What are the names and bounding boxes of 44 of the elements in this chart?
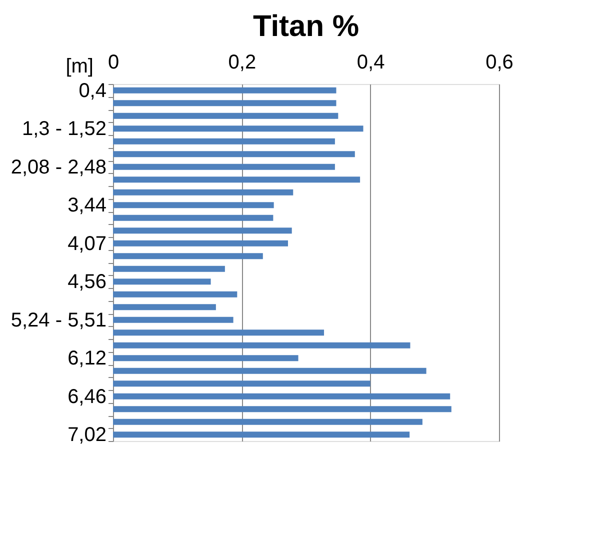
y-tick-label: 2,08 - 2,48 [10, 156, 106, 178]
bar [113, 266, 225, 272]
bar [113, 112, 338, 119]
bar [113, 304, 216, 310]
bar [113, 176, 360, 183]
y-tick-label: 3,44 [68, 194, 106, 217]
y-tick-label: 7,02 [68, 424, 106, 446]
y-tick-label: 5,24 - 5,51 [10, 309, 106, 332]
y-tick-label: 1,3 - 1,52 [22, 118, 106, 140]
y-tick-label: 4,56 [68, 271, 106, 294]
bar [113, 316, 234, 323]
bar [113, 418, 422, 425]
bar [113, 393, 450, 400]
y-tick-label: 0,4 [78, 80, 106, 102]
bar [113, 214, 274, 221]
bar [113, 368, 426, 374]
bar [113, 342, 410, 348]
bar [113, 330, 324, 336]
bar [113, 138, 335, 144]
bar [113, 87, 336, 94]
bar [113, 151, 355, 158]
y-tick-label: 4,07 [68, 232, 106, 255]
bar [113, 189, 294, 196]
bar [113, 406, 452, 412]
bar [113, 253, 263, 260]
y-axis-title: [m] [66, 56, 94, 78]
bar [113, 202, 274, 208]
bar [113, 355, 298, 362]
bar [113, 291, 238, 298]
y-tick-label: 6,46 [68, 386, 106, 408]
bar [113, 228, 292, 234]
bar [113, 126, 364, 132]
chart-title: Titan % [252, 10, 360, 43]
bar [113, 164, 335, 170]
x-tick-label: 0,4 [356, 52, 385, 74]
bar [113, 380, 370, 387]
bar [113, 278, 211, 285]
bar [113, 100, 336, 106]
x-tick-label: 0,6 [486, 52, 514, 74]
y-tick-label: 6,12 [68, 348, 106, 370]
bar [113, 240, 288, 246]
x-tick-label: 0,2 [228, 52, 256, 74]
bar [113, 432, 410, 438]
x-tick-label: 0 [108, 52, 120, 74]
